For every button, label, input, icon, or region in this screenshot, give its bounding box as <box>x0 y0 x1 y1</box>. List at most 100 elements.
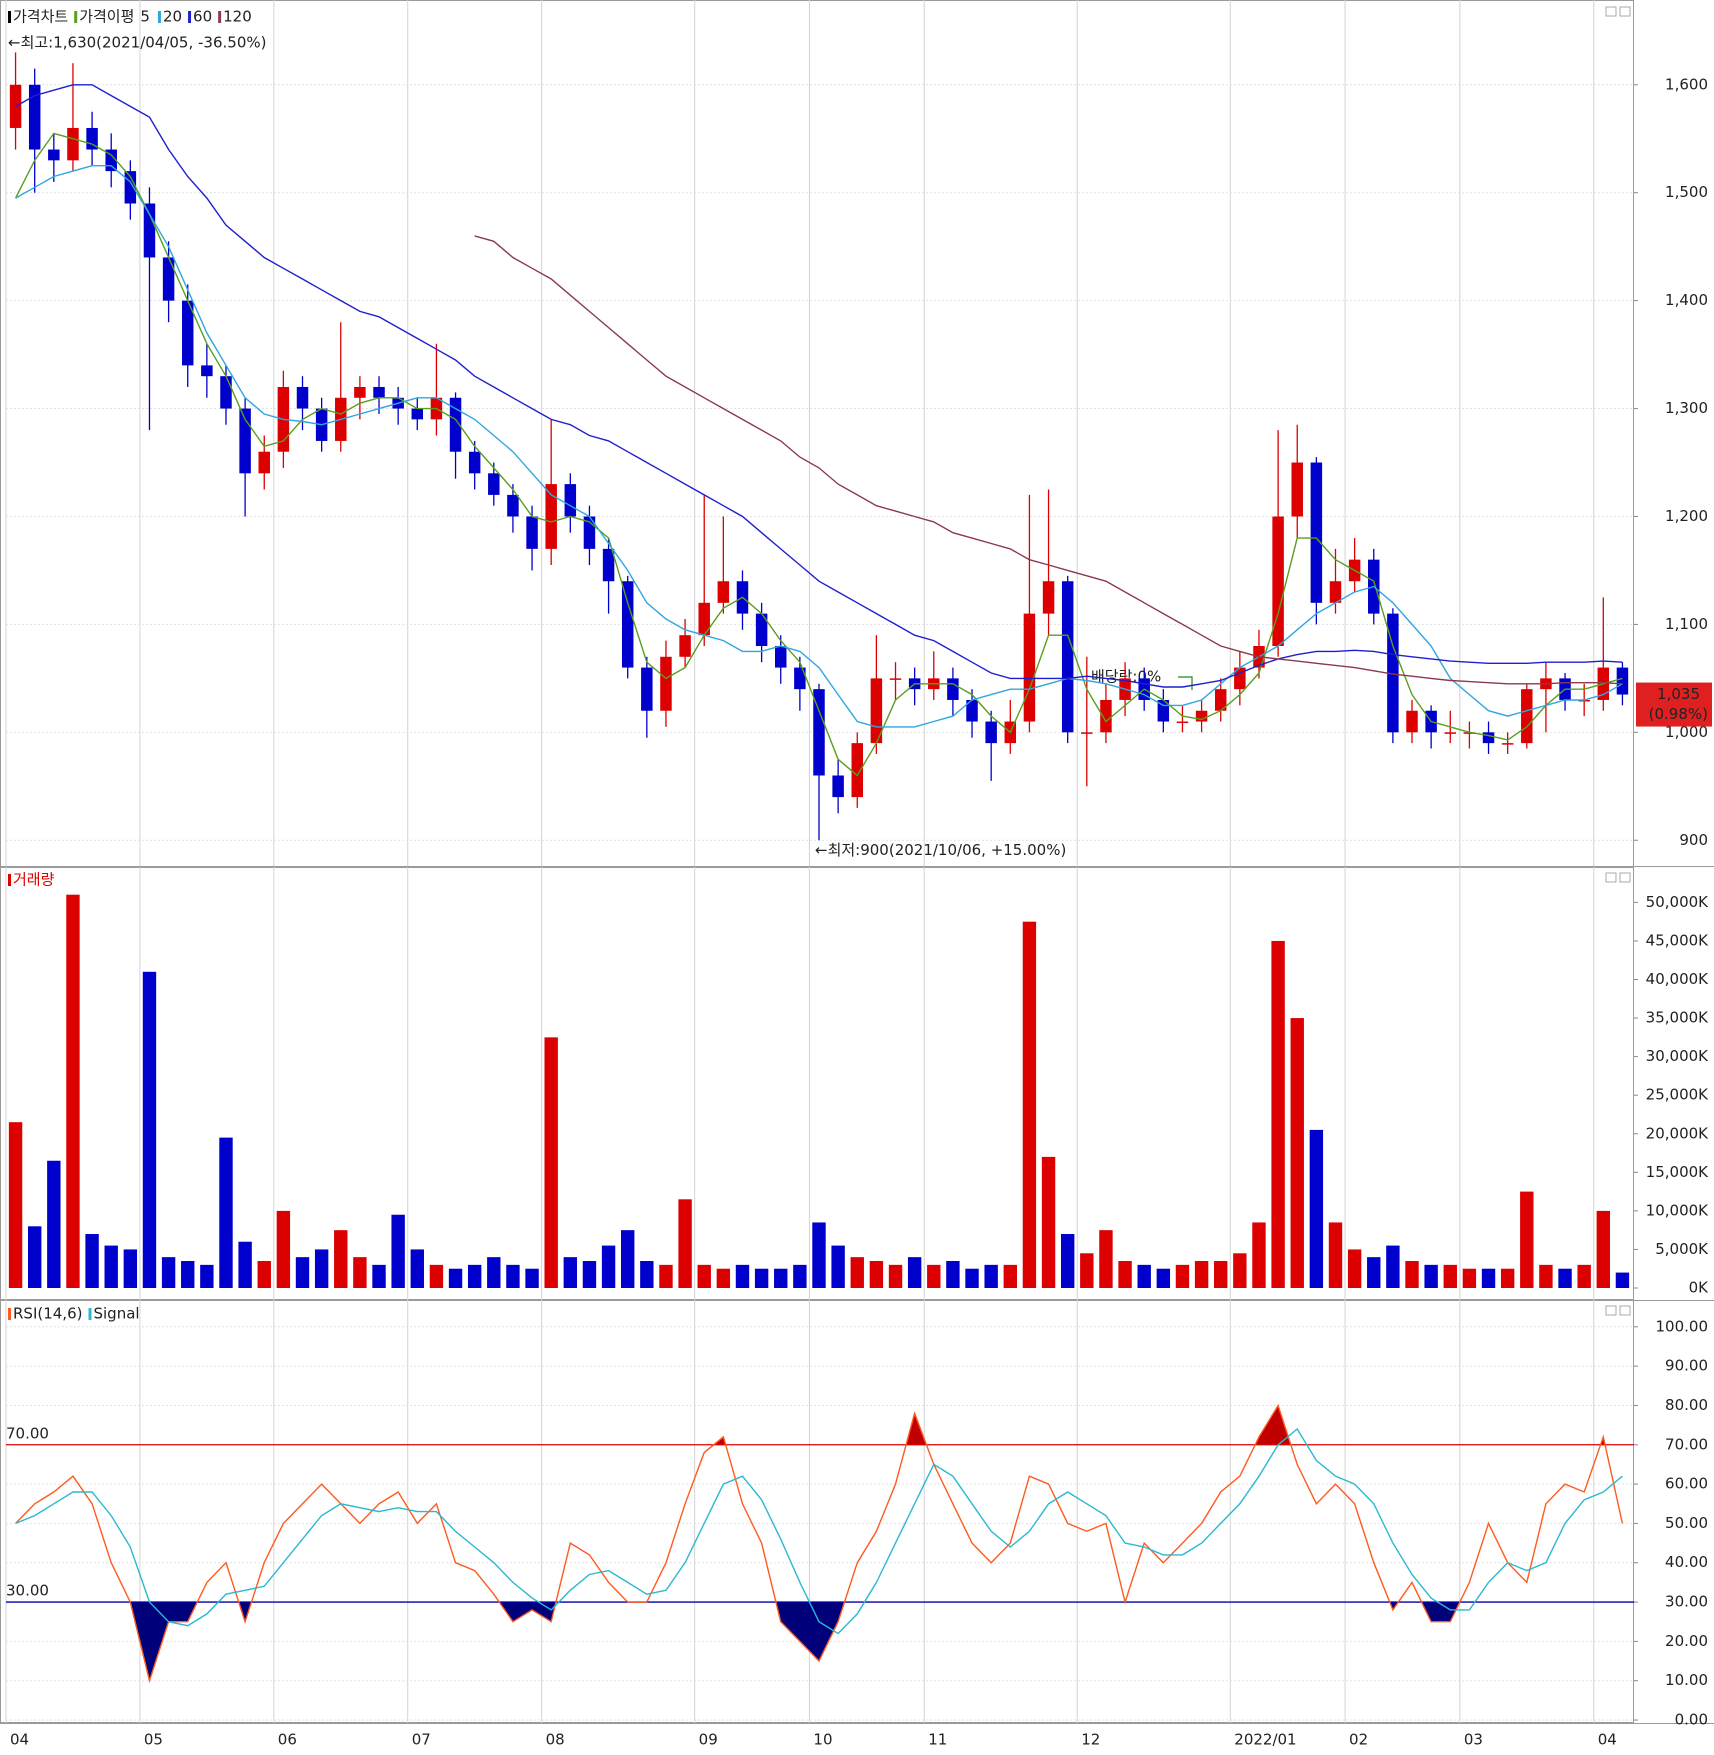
y-tick-label: 70.00 <box>1665 1435 1708 1453</box>
y-tick-label: 30,000K <box>1646 1047 1709 1065</box>
volume-bar <box>47 1160 61 1288</box>
volume-bar <box>1347 1249 1362 1288</box>
candle-body <box>1042 581 1055 614</box>
panel-button[interactable] <box>1619 1305 1631 1316</box>
candle-body <box>258 451 270 474</box>
volume-bar <box>487 1257 501 1288</box>
candle-body <box>9 84 22 128</box>
y-tick-label: 1,400 <box>1665 291 1708 309</box>
candle-body <box>717 581 730 603</box>
candle-body <box>143 203 156 258</box>
volume-bar <box>8 1122 23 1288</box>
volume-bar <box>793 1264 807 1288</box>
panel-button[interactable] <box>1619 872 1631 883</box>
volume-bar <box>391 1214 405 1288</box>
volume-bar <box>27 1226 42 1288</box>
volume-bar <box>1386 1245 1400 1288</box>
x-tick-label: 02 <box>1349 1731 1368 1749</box>
y-tick-label: 40,000K <box>1646 970 1709 988</box>
candle-body <box>1157 699 1170 722</box>
candle-body <box>794 667 806 690</box>
panel-button[interactable] <box>1605 1305 1617 1316</box>
volume-bar <box>563 1257 578 1288</box>
y-tick-label: 900 <box>1679 831 1708 849</box>
volume-bar <box>697 1264 711 1288</box>
y-tick-label: 20,000K <box>1646 1124 1709 1142</box>
legend-marker <box>88 1308 92 1320</box>
y-tick-label: 0.00 <box>1675 1711 1708 1729</box>
candle-body <box>162 257 175 301</box>
volume-bar <box>1118 1261 1132 1288</box>
candle-body <box>1521 689 1533 744</box>
candle-body <box>755 613 768 646</box>
volume-bar <box>1405 1261 1419 1288</box>
legend-marker <box>218 11 222 23</box>
candle-body <box>1272 516 1284 646</box>
legend-label: 5 <box>140 8 150 26</box>
candle-body <box>545 484 557 549</box>
legend-label: 거래량 <box>13 871 55 889</box>
candle-body <box>1023 613 1036 722</box>
volume-bar <box>334 1230 348 1288</box>
x-tick-label: 07 <box>412 1731 431 1749</box>
candle-body <box>602 548 615 582</box>
volume-bar <box>927 1264 941 1288</box>
volume-bar <box>1500 1268 1515 1288</box>
volume-bar <box>1481 1268 1496 1288</box>
y-tick-label: 10.00 <box>1665 1671 1708 1689</box>
volume-bar <box>85 1234 99 1288</box>
legend-marker <box>8 11 11 23</box>
volume-bar <box>544 1037 558 1288</box>
candle-body <box>813 689 825 776</box>
volume-bar <box>1175 1264 1190 1288</box>
volume-bar <box>1060 1234 1075 1288</box>
legend-label: 20 <box>163 8 182 26</box>
y-tick-label: 1,000 <box>1665 723 1708 741</box>
volume-bar <box>506 1264 520 1288</box>
panel-button[interactable] <box>1605 872 1617 883</box>
candle-body <box>679 635 691 657</box>
x-tick-label: 04 <box>1598 1731 1617 1749</box>
candle-body <box>1463 732 1476 734</box>
legend-label: 120 <box>223 8 252 26</box>
threshold-label: 30.00 <box>6 1582 49 1600</box>
y-tick-label: 1,100 <box>1665 615 1708 633</box>
candle-body <box>373 386 385 398</box>
candle-body <box>832 775 844 798</box>
volume-bar <box>257 1261 271 1288</box>
y-tick-label: 40.00 <box>1665 1553 1708 1571</box>
volume-bar <box>754 1268 769 1288</box>
candle-body <box>1061 581 1074 733</box>
x-tick-label: 2022/01 <box>1234 1731 1296 1749</box>
volume-bar <box>1615 1272 1630 1288</box>
y-tick-label: 5,000K <box>1655 1240 1709 1258</box>
volume-bar <box>869 1261 884 1288</box>
volume-bar <box>219 1137 233 1288</box>
x-tick-label: 08 <box>546 1731 565 1749</box>
y-tick-label: 1,300 <box>1665 399 1708 417</box>
volume-bar <box>1520 1191 1534 1288</box>
y-tick-label: 15,000K <box>1646 1163 1709 1181</box>
volume-bar <box>429 1264 444 1288</box>
candle-body <box>201 365 213 377</box>
y-tick-label: 35,000K <box>1646 1009 1709 1027</box>
y-tick-label: 0K <box>1689 1279 1710 1297</box>
price-tag-value: 1,035 <box>1657 685 1700 703</box>
panel-buttons[interactable] <box>1605 6 1631 1316</box>
moving-average-line <box>15 84 1623 688</box>
volume-bar <box>735 1264 750 1288</box>
moving-average-line <box>14 132 1623 777</box>
y-tick-label: 10,000K <box>1646 1201 1709 1219</box>
moving-average-line <box>15 165 1623 728</box>
candle-body <box>1291 462 1303 517</box>
y-tick-label: 50.00 <box>1665 1514 1708 1532</box>
volume-bar <box>1290 1018 1304 1288</box>
candle-body <box>947 678 959 700</box>
panel-button[interactable] <box>1605 6 1617 17</box>
volume-bar <box>1443 1264 1457 1288</box>
x-tick-label: 10 <box>813 1731 832 1749</box>
candle-body <box>1329 581 1342 603</box>
candle-body <box>1444 732 1457 734</box>
panel-button[interactable] <box>1619 6 1631 17</box>
candle-body <box>468 451 481 474</box>
